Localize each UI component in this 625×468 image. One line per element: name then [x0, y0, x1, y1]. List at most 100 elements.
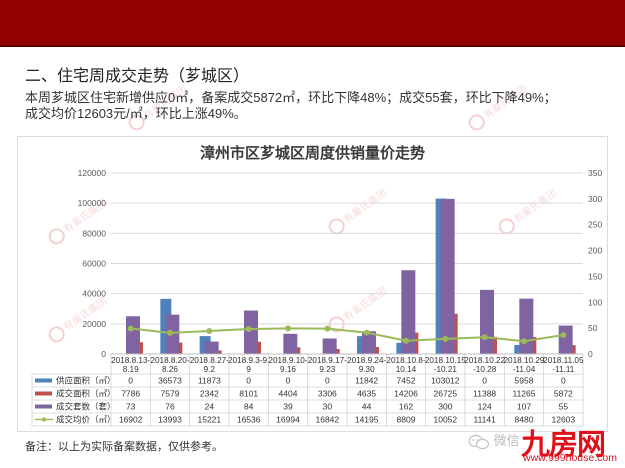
x-tick-label: 8.19	[123, 365, 139, 374]
line-marker	[403, 337, 409, 344]
wechat-icon	[468, 434, 490, 449]
table-cell: 55	[559, 402, 569, 412]
x-tick-label: 9.30	[359, 365, 375, 374]
table-cell: 84	[244, 402, 254, 412]
bar-deal-units	[519, 298, 534, 354]
x-tick-label: 2018.10.8-	[386, 356, 425, 365]
section-title: 二、住宅周成交走势（芗城区）	[25, 66, 250, 85]
table-cell: 103012	[431, 376, 460, 386]
legend-label: 供应面积（㎡）	[56, 376, 116, 386]
line-marker	[127, 325, 134, 332]
table-cell: 8480	[515, 415, 534, 425]
table-cell: 11842	[355, 376, 378, 386]
table-cell: 12603	[552, 415, 576, 425]
x-tick-label: -11.11	[552, 365, 574, 374]
y-right-tick-label: 100	[588, 297, 602, 307]
bar-deal-units	[558, 325, 573, 354]
x-tick-label: 8.26	[162, 365, 178, 374]
y-left-tick-label: 20000	[82, 319, 106, 329]
table-cell: 107	[517, 402, 531, 412]
legend-key-icon	[35, 391, 52, 396]
summary-line-1: 本周芗城区住宅新增供应0㎡，备案成交5872㎡，环比下降48%；成交55套，环比…	[25, 90, 557, 105]
legend-key-icon	[35, 378, 52, 383]
legend-key-icon	[35, 404, 52, 409]
table-cell: 16994	[276, 415, 300, 425]
table-cell: 39	[283, 402, 293, 412]
y-right-tick-label: 0	[588, 349, 593, 359]
y-right-tick-label: 350	[588, 168, 602, 178]
line-marker	[481, 334, 488, 341]
table-cell: 7786	[121, 389, 140, 399]
y-right-tick-label: 300	[588, 194, 602, 204]
x-tick-label: 2018.9.10-	[268, 356, 307, 365]
table-cell: 16536	[237, 415, 261, 425]
table-cell: 10052	[434, 415, 458, 425]
table-cell: 73	[126, 402, 136, 412]
x-tick-label: 2018.9.17-	[308, 356, 347, 365]
table-cell: 0	[561, 376, 566, 386]
bar-deal-units	[440, 198, 455, 354]
y-right-tick-label: 200	[588, 246, 602, 256]
table-cell: 5958	[515, 376, 534, 386]
bar-deal-units	[480, 289, 494, 354]
bar-deal-units	[204, 341, 219, 354]
table-cell: 14206	[394, 389, 418, 399]
y-left-tick-label: 100000	[78, 198, 107, 208]
summary-paragraph: 本周芗城区住宅新增供应0㎡，备案成交5872㎡，环比下降48%；成交55套，环比…	[25, 90, 557, 122]
bar-deal-units	[362, 331, 376, 354]
table-cell: 5872	[554, 389, 573, 399]
table-cell: 11141	[473, 415, 496, 425]
x-tick-label: 2018.10.29	[504, 356, 545, 365]
table-cell: 16842	[316, 415, 340, 425]
legend-label: 成交套数（套）	[56, 402, 116, 412]
x-tick-label: -10.21	[434, 365, 458, 374]
x-tick-label: 9.23	[319, 365, 335, 374]
table-cell: 15221	[198, 415, 222, 425]
wechat-label: 微信	[493, 433, 520, 448]
table-cell: 26725	[434, 389, 458, 399]
y-left-tick-label: 60000	[82, 259, 106, 269]
y-left-tick-label: 40000	[82, 289, 106, 299]
line-marker	[442, 335, 449, 342]
table-cell: 8101	[239, 389, 258, 399]
table-cell: 0	[482, 376, 487, 386]
table-cell: 162	[399, 402, 413, 412]
site-url: www.999house.com	[523, 452, 617, 464]
table-cell: 124	[478, 402, 492, 412]
x-tick-label: 2018.11.05	[543, 356, 584, 365]
y-left-tick-label: 120000	[78, 168, 107, 178]
table-cell: 36573	[158, 376, 182, 386]
footnote: 备注：以上为实际备案数据，仅供参考。	[25, 441, 223, 453]
y-right-tick-label: 50	[588, 323, 598, 333]
table-cell: 11873	[198, 376, 221, 386]
y-left-tick-label: 80000	[82, 228, 106, 238]
chart-container	[17, 136, 608, 432]
wechat-watermark: 微信	[468, 430, 520, 450]
table-cell: 30	[323, 402, 333, 412]
table-cell: 0	[128, 376, 133, 386]
bar-deal-units	[401, 270, 416, 354]
x-tick-label: 9	[246, 365, 251, 374]
line-marker	[285, 325, 291, 332]
line-marker	[324, 325, 331, 332]
bar-deal-units	[322, 338, 337, 354]
line-marker	[560, 331, 567, 338]
legend-label: 成交均价（㎡）	[56, 415, 116, 425]
y-right-tick-label: 250	[588, 220, 602, 230]
chart-title: 漳州市区芗城区周度供销量价走势	[199, 145, 425, 162]
table-cell: 300	[438, 402, 452, 412]
header-bar	[0, 0, 625, 47]
x-tick-label: 2018.9.24-	[347, 356, 386, 365]
table-cell: 7452	[397, 376, 416, 386]
table-cell: 13993	[158, 415, 182, 425]
table-cell: 7579	[161, 389, 180, 399]
summary-line-2: 成交均价12603元/㎡，环比上涨49%。	[25, 106, 247, 121]
x-tick-label: 9.16	[280, 365, 296, 374]
table-cell: 4404	[279, 389, 298, 399]
bar-deal-units	[244, 310, 258, 354]
table-cell: 16902	[119, 415, 143, 425]
line-avg-price	[130, 327, 564, 343]
y-right-tick-label: 150	[588, 271, 602, 281]
table-cell: 2342	[200, 389, 219, 399]
